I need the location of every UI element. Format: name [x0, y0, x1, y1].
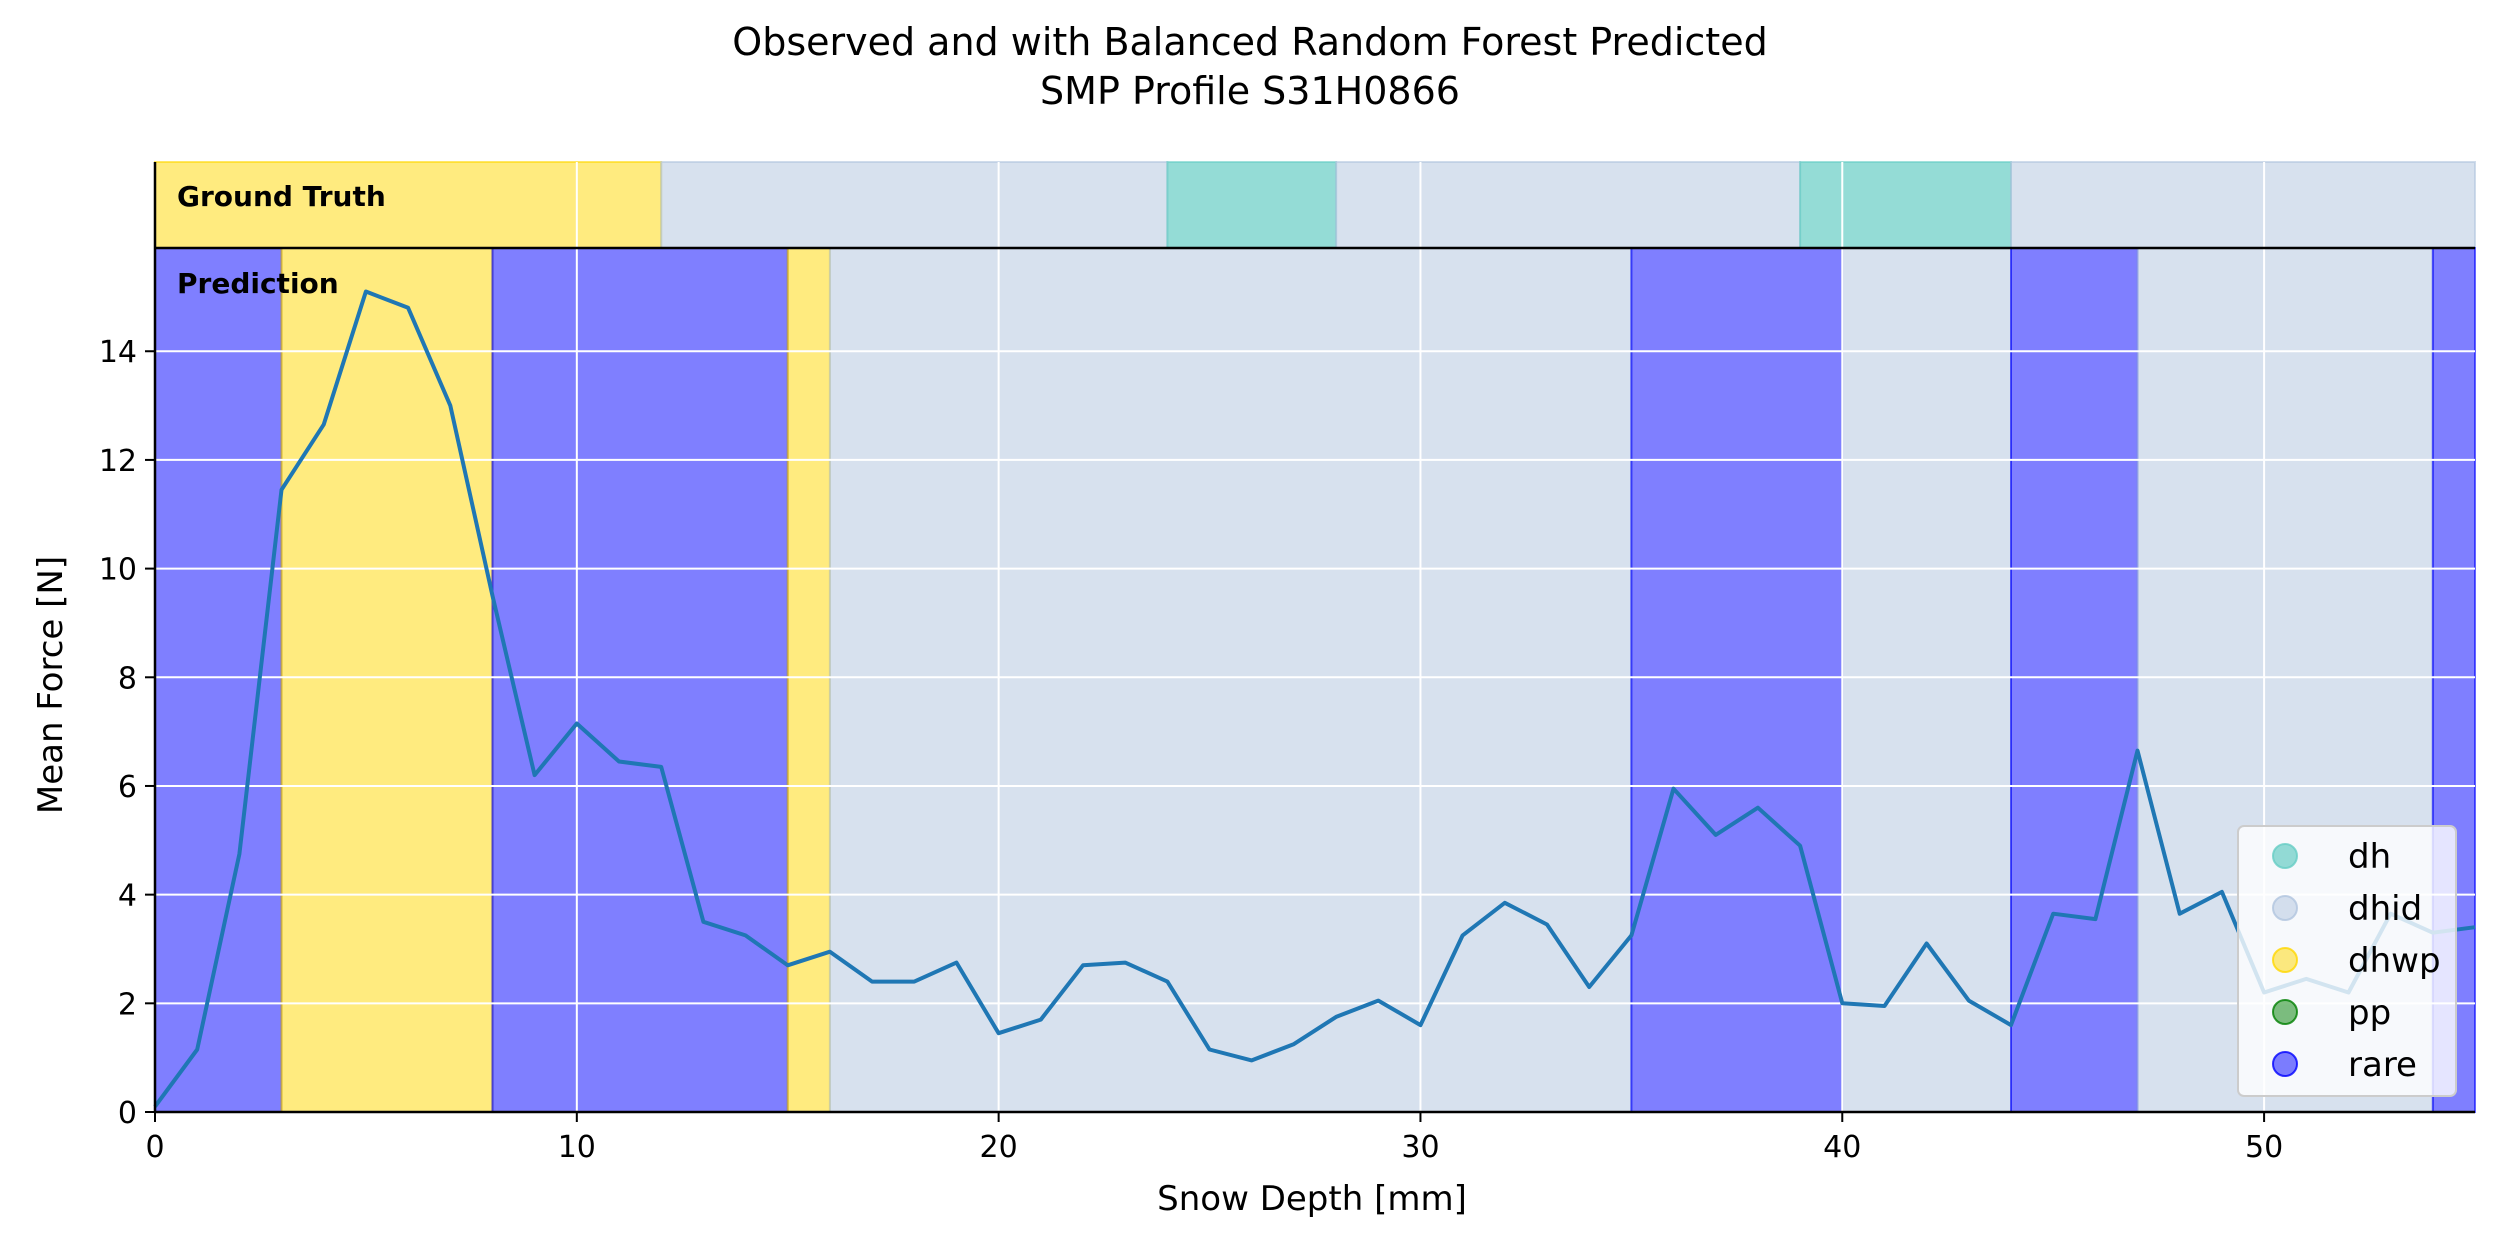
y-tick-label: 0	[118, 1096, 137, 1131]
y-tick-label: 4	[118, 879, 137, 914]
legend-marker-rare	[2272, 1051, 2298, 1077]
x-tick-label: 0	[145, 1130, 164, 1165]
y-axis-label: Mean Force [N]	[31, 556, 71, 814]
y-tick-label: 14	[99, 335, 137, 370]
x-tick-label: 50	[2245, 1130, 2283, 1165]
legend-label-rare: rare	[2348, 1045, 2417, 1085]
ground-truth-label: Ground Truth	[177, 180, 386, 213]
legend: dh dhid dhwp pp rare	[2237, 825, 2457, 1097]
axes	[153, 162, 2475, 1114]
legend-label-dhwp: dhwp	[2348, 941, 2441, 981]
ground-truth-segment-dhid	[1335, 161, 1802, 249]
y-tick-label: 2	[118, 987, 137, 1022]
ground-truth-segment-dhid	[2010, 161, 2476, 249]
y-tick-label: 12	[99, 444, 137, 479]
prediction-segment-dhid	[828, 247, 1633, 1113]
x-tick-label: 20	[980, 1130, 1018, 1165]
x-axis-label: Snow Depth [mm]	[1157, 1179, 1467, 1219]
y-tick-label: 10	[99, 553, 137, 588]
prediction-segment-dhid	[1841, 247, 2012, 1113]
y-tick-label: 6	[118, 770, 137, 805]
prediction-segment-dhwp	[786, 247, 831, 1113]
legend-marker-dhwp	[2272, 947, 2298, 973]
ground-truth-segment-dhid	[660, 161, 1169, 249]
x-tick-label: 40	[1823, 1130, 1861, 1165]
prediction-segment-rare	[491, 247, 789, 1113]
legend-label-dhid: dhid	[2348, 889, 2422, 929]
legend-marker-dhid	[2272, 895, 2298, 921]
legend-label-dh: dh	[2348, 837, 2391, 877]
chart-title-line1: Observed and with Balanced Random Forest…	[732, 20, 1767, 64]
legend-marker-pp	[2272, 999, 2298, 1025]
ground-truth-segment-dh	[1799, 161, 2013, 249]
y-tick-label: 8	[118, 661, 137, 696]
x-tick-label: 10	[558, 1130, 596, 1165]
prediction-segment-rare	[154, 247, 283, 1113]
x-tick-label: 30	[1401, 1130, 1439, 1165]
series-layer	[153, 289, 2476, 1108]
prediction-segment-rare	[1630, 247, 1844, 1113]
ground-truth-band	[154, 161, 2476, 249]
ticks: 0 10 20 30 40 50 0 2 4 6 8 10 12 14	[99, 335, 2283, 1165]
prediction-segment-dhwp	[280, 247, 494, 1113]
legend-label-pp: pp	[2348, 993, 2391, 1033]
legend-box	[2237, 825, 2457, 1097]
chart-title-line2: SMP Profile S31H0866	[1040, 69, 1460, 113]
legend-marker-dh	[2272, 843, 2298, 869]
series-line	[153, 289, 2476, 1108]
prediction-segment-rare	[2010, 247, 2139, 1113]
prediction-label: Prediction	[177, 267, 339, 300]
ground-truth-segment-dh	[1166, 161, 1338, 249]
prediction-band	[154, 247, 2476, 1113]
